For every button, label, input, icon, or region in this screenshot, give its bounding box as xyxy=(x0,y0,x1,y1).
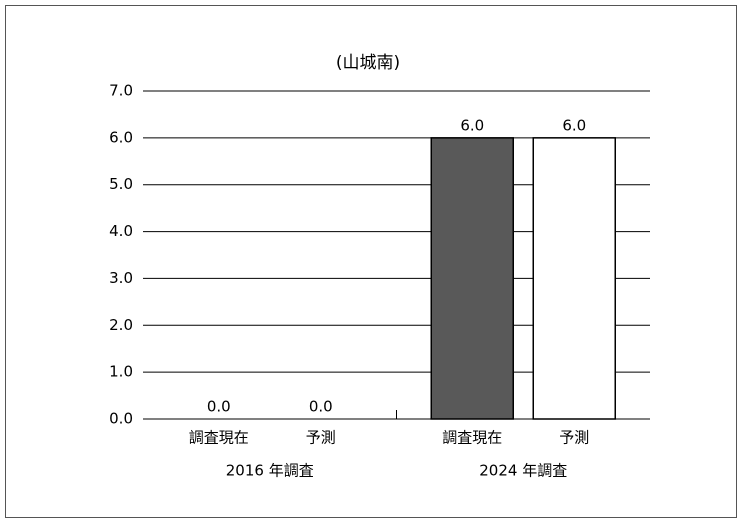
y-tick-label: 1.0 xyxy=(109,363,133,381)
bar xyxy=(430,137,514,420)
value-label: 0.0 xyxy=(207,398,231,416)
y-tick-label: 2.0 xyxy=(109,316,133,334)
y-tick-label: 3.0 xyxy=(109,269,133,287)
y-tick-label: 5.0 xyxy=(109,175,133,193)
value-label: 0.0 xyxy=(309,398,333,416)
group-label: 2016 年調査 xyxy=(226,462,314,480)
x-tick-label: 予測 xyxy=(306,429,336,447)
bar xyxy=(532,137,616,420)
x-tick-label: 調査現在 xyxy=(442,429,502,447)
y-tick-label: 7.0 xyxy=(109,82,133,100)
y-tick-label: 0.0 xyxy=(109,410,133,428)
value-label: 6.0 xyxy=(460,116,484,134)
chart-title: (山城南) xyxy=(336,53,400,73)
y-tick-label: 6.0 xyxy=(109,128,133,146)
value-label: 6.0 xyxy=(562,116,586,134)
y-tick-label: 4.0 xyxy=(109,222,133,240)
x-tick-label: 予測 xyxy=(559,429,589,447)
group-label: 2024 年調査 xyxy=(479,462,567,480)
x-tick-label: 調査現在 xyxy=(189,429,249,447)
